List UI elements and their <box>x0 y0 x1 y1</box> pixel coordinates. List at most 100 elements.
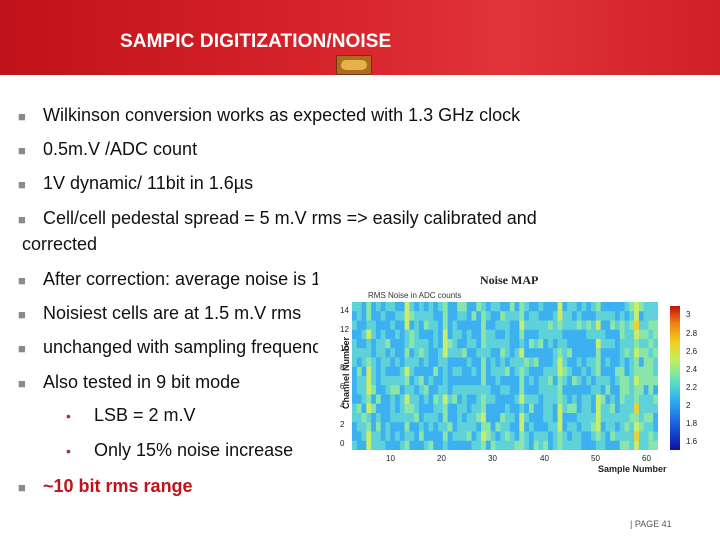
bullet-4: Cell/cell pedestal spread = 5 m.V rms =>… <box>43 208 537 228</box>
heatmap-cell <box>404 440 410 450</box>
heatmap-cell <box>409 366 415 377</box>
heatmap-cell <box>356 422 362 432</box>
heatmap-cell <box>591 413 597 423</box>
heatmap-cell <box>490 366 496 377</box>
heatmap-cell <box>552 394 558 405</box>
heatmap-cell <box>457 403 463 414</box>
heatmap-cell <box>466 394 472 405</box>
heatmap-cell <box>638 413 644 423</box>
heatmap-cell <box>514 320 520 331</box>
heatmap-cell <box>395 366 401 377</box>
heatmap-cell <box>433 422 439 432</box>
heatmap-cell <box>399 348 405 358</box>
heatmap-cell <box>595 403 601 414</box>
heatmap-cell <box>514 413 520 423</box>
heatmap-cell <box>404 394 410 405</box>
heatmap-cell <box>624 413 630 423</box>
bullet-marker-icon: ■ <box>18 480 26 495</box>
heatmap-cell <box>624 366 630 377</box>
heatmap-cell <box>404 403 410 414</box>
heatmap-cell <box>423 422 429 432</box>
heatmap-cell <box>643 376 649 386</box>
heatmap-cell <box>643 431 649 442</box>
heatmap-cell <box>399 376 405 386</box>
heatmap-cell <box>442 339 448 349</box>
heatmap-cell <box>595 320 601 331</box>
heatmap-cell <box>471 422 477 432</box>
logo-icon <box>336 55 372 75</box>
heatmap-cell <box>361 339 367 349</box>
bullet-marker-icon: ■ <box>18 143 26 158</box>
heatmap-cell <box>591 311 597 321</box>
heatmap-cell <box>457 422 463 432</box>
heatmap-cell <box>634 394 640 405</box>
heatmap-cell <box>576 339 582 349</box>
heatmap-cell <box>624 339 630 349</box>
heatmap-cell <box>595 431 601 442</box>
heatmap-cell <box>634 403 640 414</box>
bullet-4-continued: corrected <box>22 234 98 254</box>
heatmap-cell <box>624 357 630 368</box>
heatmap-cell <box>528 385 534 395</box>
heatmap-cell <box>457 339 463 349</box>
heatmap-cell <box>519 320 525 331</box>
heatmap-cell <box>576 311 582 321</box>
heatmap-cell <box>461 385 468 395</box>
heatmap-cell <box>595 357 601 368</box>
heatmap-cell <box>433 440 439 450</box>
heatmap-cell <box>461 357 468 368</box>
heatmap-cell <box>509 302 515 312</box>
heatmap-cell <box>643 366 649 377</box>
heatmap-cell <box>447 320 453 331</box>
heatmap-cell <box>509 339 515 349</box>
heatmap-cell <box>366 385 372 395</box>
heatmap-cell <box>385 385 391 395</box>
heatmap-cell <box>471 413 477 423</box>
heatmap-cell <box>624 376 630 386</box>
heatmap-cell <box>514 385 520 395</box>
heatmap-cell <box>447 302 453 312</box>
heatmap-cell <box>610 385 616 395</box>
heatmap-cell <box>533 302 539 312</box>
heatmap-cell <box>371 348 377 358</box>
heatmap-cell <box>648 311 654 321</box>
heatmap-cell <box>619 431 625 442</box>
heatmap-cell <box>366 320 372 331</box>
heatmap-cell <box>390 385 396 395</box>
heatmap-cell <box>552 403 558 414</box>
heatmap-cell <box>361 357 367 368</box>
heatmap-cell <box>600 385 606 395</box>
heatmap-cell <box>366 376 372 386</box>
heatmap-cell <box>648 366 654 377</box>
heatmap-cell <box>509 357 515 368</box>
heatmap-cell <box>562 329 568 340</box>
heatmap-cell <box>490 413 496 423</box>
heatmap-cell <box>452 422 458 432</box>
heatmap-cell <box>452 376 458 386</box>
heatmap-cell <box>519 440 525 450</box>
heatmap-cell <box>395 348 401 358</box>
heatmap-cell <box>452 366 458 377</box>
heatmap-cell <box>643 440 649 450</box>
heatmap-cell <box>552 320 558 331</box>
heatmap-cell <box>595 440 601 450</box>
heatmap-cell <box>471 385 477 395</box>
heatmap-cell <box>509 329 515 340</box>
heatmap-cell <box>390 320 396 331</box>
heatmap-cell <box>619 302 625 312</box>
heatmap-cell <box>600 422 606 432</box>
heatmap-cell <box>586 329 592 340</box>
heatmap-cell <box>390 413 396 423</box>
heatmap-cell <box>629 431 635 442</box>
heatmap-cell <box>366 403 372 414</box>
heatmap-cell <box>375 440 381 450</box>
heatmap-cell <box>438 376 444 386</box>
heatmap-cell <box>414 302 420 312</box>
heatmap-cell <box>567 385 573 395</box>
y-tick: 10 <box>340 344 349 353</box>
heatmap-cell <box>519 311 525 321</box>
heatmap-cell <box>380 376 386 386</box>
heatmap-cell <box>390 329 396 340</box>
heatmap-cell <box>505 302 511 312</box>
heatmap-cell <box>495 394 501 405</box>
